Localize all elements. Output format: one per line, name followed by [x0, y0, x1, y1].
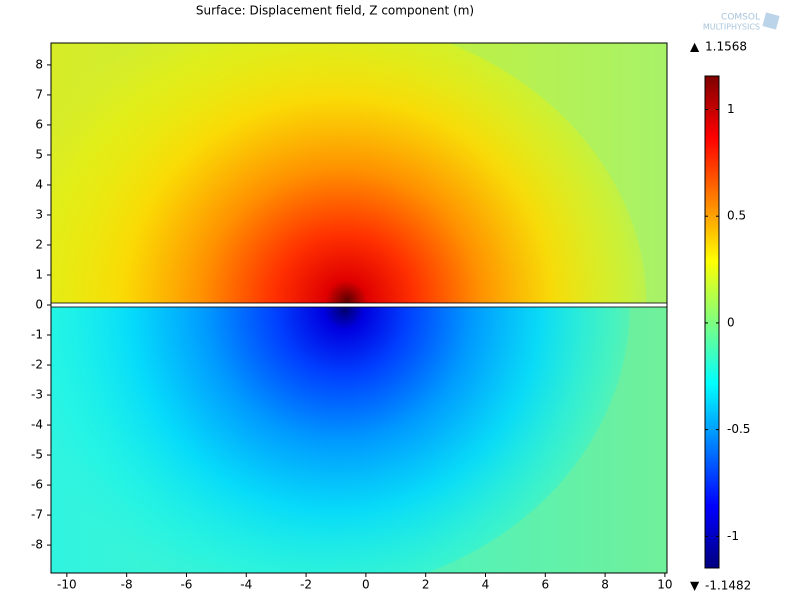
crack-line [50, 302, 668, 308]
x-tick-label: -8 [121, 578, 133, 592]
colorbar [704, 75, 720, 569]
surface-trough [51, 305, 630, 573]
y-tick-label: 6 [35, 117, 43, 131]
max-marker: ▲ [690, 40, 700, 54]
colorbar-tick-label: 0.5 [727, 209, 746, 223]
x-tick-label: -2 [300, 578, 312, 592]
y-tick-label: 3 [35, 207, 43, 221]
y-tick-label: -6 [31, 478, 43, 492]
surface [50, 43, 668, 573]
colorbar-tick-label: 1 [727, 102, 735, 116]
colorbar-tick-label: -0.5 [727, 422, 750, 436]
x-tick-label: -4 [240, 578, 252, 592]
y-tick-label: 2 [35, 237, 43, 251]
logo-text: MULTIPHYSICS [703, 23, 760, 32]
min-marker: ▼ [690, 579, 700, 593]
colorbar-tick-label: -1 [727, 529, 739, 543]
y-tick-label: -2 [31, 358, 43, 372]
y-tick-label: 8 [35, 57, 43, 71]
y-tick-label: 5 [35, 147, 43, 161]
colorbar-max: 1.1568 [705, 40, 747, 54]
x-tick-label: 0 [362, 578, 370, 592]
surface-peak [51, 43, 647, 305]
x-tick-label: -10 [57, 578, 77, 592]
y-tick-label: -8 [31, 538, 43, 552]
y-tick-label: -7 [31, 508, 43, 522]
logo: COMSOL MULTIPHYSICS [703, 12, 780, 32]
y-tick-label: 1 [35, 267, 43, 281]
x-tick-label: 8 [601, 578, 609, 592]
y-tick-label: 7 [35, 87, 43, 101]
x-tick-label: -6 [180, 578, 192, 592]
y-tick-label: -4 [31, 418, 43, 432]
y-tick-label: -1 [31, 328, 43, 342]
y-tick-label: 0 [35, 297, 43, 311]
plot-frame [50, 42, 668, 574]
logo-text: COMSOL [721, 13, 760, 23]
colorbar-min: -1.1482 [705, 579, 751, 593]
y-tick-label: 4 [35, 177, 43, 191]
chart-title: Surface: Displacement field, Z component… [196, 4, 474, 18]
y-tick-label: -3 [31, 388, 43, 402]
y-tick-label: -5 [31, 448, 43, 462]
x-tick-label: 6 [541, 578, 549, 592]
x-tick-label: 2 [422, 578, 430, 592]
colorbar-tick-label: 0 [727, 315, 735, 329]
x-tick-label: 10 [657, 578, 672, 592]
logo-icon [762, 12, 780, 30]
x-tick-label: 4 [482, 578, 490, 592]
